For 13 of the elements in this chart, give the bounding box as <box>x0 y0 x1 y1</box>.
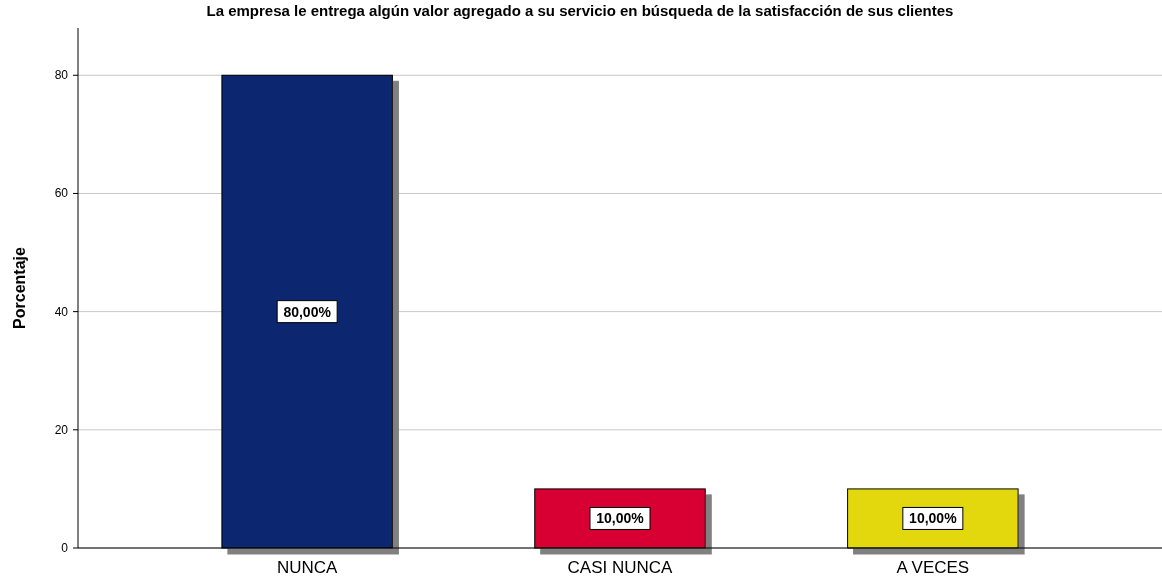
y-tick-label: 20 <box>54 422 69 437</box>
data-label: 80,00% <box>283 303 332 320</box>
y-tick-label: 80 <box>54 68 69 83</box>
data-label: 10,00% <box>909 510 958 527</box>
y-axis-title: Porcentaje <box>11 246 28 329</box>
data-label: 10,00% <box>596 510 645 527</box>
y-tick-label: 60 <box>54 186 69 201</box>
y-tick-label: 0 <box>61 541 69 555</box>
y-tick-label: 40 <box>54 304 69 319</box>
x-tick-label: NUNCA <box>276 558 339 577</box>
x-tick-label: CASI NUNCA <box>567 558 674 577</box>
chart-title: La empresa le entrega algún valor agregado a su servicio en búsqueda de la satisfacción de sus clientes <box>206 2 954 19</box>
x-tick-label: A VECES <box>896 558 970 577</box>
